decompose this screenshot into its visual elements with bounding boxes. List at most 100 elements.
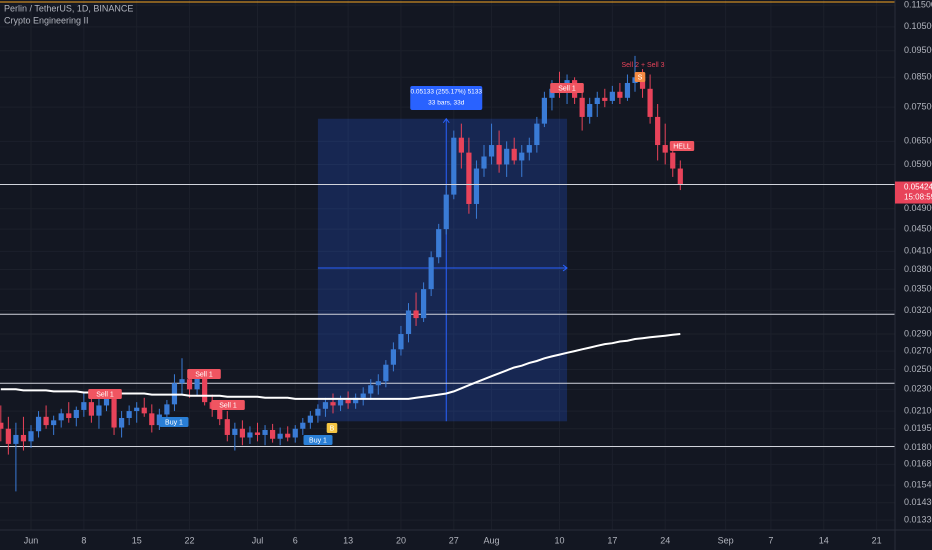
- candle-body: [134, 407, 140, 412]
- candle-body: [526, 145, 532, 153]
- candle-body: [300, 422, 306, 429]
- candle-body: [534, 123, 540, 146]
- price-tag: [895, 181, 932, 204]
- candle-body: [164, 404, 170, 415]
- signal-label: Buy 1: [165, 419, 183, 426]
- candle-body: [5, 428, 11, 444]
- measure-label: 0.05133 (255.17%) 5133: [410, 89, 482, 96]
- candle-body: [58, 413, 64, 421]
- candle-body: [383, 364, 389, 382]
- x-tick-label: Aug: [484, 535, 500, 545]
- candle-body: [360, 393, 366, 398]
- x-tick-label: 22: [185, 535, 195, 545]
- candle-body: [126, 411, 132, 418]
- candle-body: [322, 402, 329, 409]
- candle-body: [179, 379, 185, 384]
- candle-body: [624, 82, 631, 98]
- candle-body: [88, 402, 94, 416]
- x-tick-label: 27: [449, 535, 459, 545]
- candle-body: [368, 385, 374, 394]
- candle-body: [458, 137, 464, 153]
- signal-label: B: [330, 425, 335, 432]
- signal-label: Sell 1: [195, 371, 213, 378]
- x-tick-label: 15: [132, 535, 142, 545]
- candle-body: [239, 428, 245, 438]
- candle-body: [639, 77, 646, 89]
- signal-label: Sell 1: [558, 85, 576, 92]
- candle-body: [51, 420, 57, 426]
- x-tick-label: 14: [819, 535, 829, 545]
- candle-body: [345, 399, 351, 404]
- candle-body: [609, 91, 615, 101]
- x-tick-label: 24: [660, 535, 670, 545]
- x-tick-label: 21: [872, 535, 882, 545]
- signal-badge: [303, 435, 333, 445]
- signal-label: Sell 1: [96, 391, 114, 398]
- candle-body: [405, 310, 412, 335]
- signal-badge: [669, 141, 695, 151]
- candle-body: [119, 417, 125, 428]
- x-tick-label: 13: [343, 535, 353, 545]
- candle-body: [670, 152, 676, 169]
- signal-badge: [634, 72, 646, 82]
- x-tick-label: 17: [607, 535, 617, 545]
- signal-badge: [88, 389, 122, 399]
- candle-body: [337, 399, 344, 406]
- signal-badge: [187, 369, 221, 379]
- candle-body: [519, 152, 525, 161]
- candle-body: [156, 414, 162, 426]
- signal-badge: [550, 83, 584, 93]
- candle-body: [488, 145, 495, 157]
- measure-box: [317, 118, 568, 422]
- x-tick-label: Jun: [24, 535, 39, 545]
- candle-body: [421, 289, 427, 319]
- x-tick-label: 6: [293, 535, 298, 545]
- candle-body: [224, 419, 230, 435]
- signal-badge: [211, 400, 245, 410]
- signal-badge: [326, 423, 338, 433]
- candle-body: [73, 409, 79, 418]
- candle-body: [247, 432, 253, 438]
- candle-body: [43, 416, 49, 426]
- candle-body: [549, 88, 555, 98]
- grid: [0, 0, 895, 530]
- candle-body: [28, 431, 34, 442]
- signal-label: Sell 1: [219, 402, 237, 409]
- candle-body: [602, 97, 608, 101]
- x-tick-label: 10: [554, 535, 564, 545]
- x-tick-label: 8: [81, 535, 86, 545]
- candle-body: [141, 407, 147, 414]
- candle-body: [587, 104, 593, 117]
- plot: [0, 1, 895, 492]
- candle-body: [35, 416, 42, 432]
- candle-body: [307, 415, 313, 423]
- candle-body: [451, 137, 457, 195]
- candle-body: [473, 168, 480, 204]
- candle-body: [194, 377, 200, 390]
- candle-body: [103, 397, 110, 406]
- candle-body: [353, 397, 359, 404]
- candle-body: [413, 310, 419, 319]
- candle-body: [232, 428, 238, 435]
- measure-arrow-head: [442, 117, 450, 124]
- candle-body: [398, 334, 404, 350]
- candle-body: [20, 434, 27, 442]
- candle-body: [111, 397, 117, 428]
- candle-body: [375, 381, 381, 386]
- candle-body: [466, 152, 472, 204]
- candle-body: [541, 97, 547, 124]
